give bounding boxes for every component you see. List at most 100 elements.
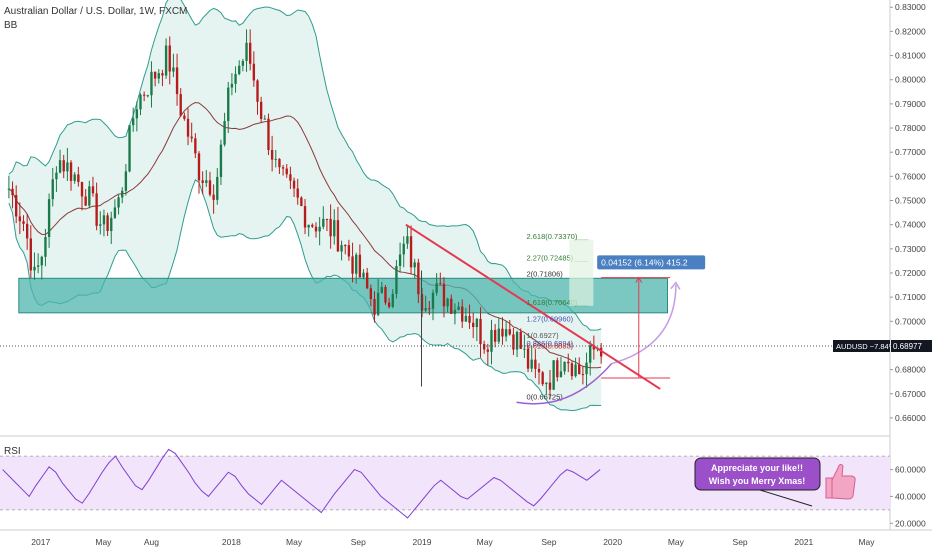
candle-body [157, 73, 160, 79]
candle-body [453, 309, 457, 314]
candle-body [387, 302, 391, 307]
candle-body [486, 349, 490, 352]
candle-body [128, 125, 131, 172]
candle-body [585, 362, 588, 375]
candle-body [446, 298, 449, 307]
time-tick-label: 2018 [222, 537, 241, 547]
rsi-label: RSI [4, 446, 21, 457]
projection-arrowhead [670, 281, 681, 290]
candle-body [362, 272, 365, 278]
candle-body [391, 293, 394, 307]
candle-body [373, 298, 376, 315]
candle-body [99, 224, 102, 226]
fib-label: 0.618(0.6883) [526, 342, 573, 351]
bollinger-upper [8, 0, 602, 331]
candle-body [274, 158, 277, 160]
candle-body [380, 287, 383, 293]
candle-body [417, 262, 420, 295]
candle-body [55, 172, 58, 180]
measure-text: 0.04152 (6.14%) 415.2 [601, 257, 688, 267]
candle-body [504, 329, 508, 337]
candle-body [395, 266, 398, 294]
candle-body [490, 329, 493, 352]
fib-label: 1.618(0.70640) [526, 298, 577, 307]
fib-label: 0.886(0.6894) [526, 339, 573, 348]
price-tag: AUDUSD −7.84%0.68977 [833, 340, 932, 353]
support-zone [18, 277, 669, 314]
candle-body [259, 101, 263, 119]
candle-body [493, 329, 497, 342]
candle-body [40, 256, 43, 266]
candle-body [153, 71, 157, 79]
candle-body [574, 364, 577, 377]
candle-body [497, 328, 500, 342]
candle-body [172, 67, 175, 72]
candle-body [479, 318, 482, 345]
candle-body [457, 306, 460, 310]
candle-body [351, 256, 354, 274]
candle-body [22, 221, 25, 224]
candle-body [464, 315, 468, 322]
candle-body [18, 216, 22, 222]
price-tick-label: 0.75000 [895, 196, 926, 206]
candle-body [285, 168, 288, 175]
candle-body [88, 186, 91, 206]
candle-body [69, 162, 73, 181]
candle-body [227, 87, 230, 122]
candle-body [234, 74, 237, 84]
candle-body [333, 220, 336, 237]
candle-body [102, 215, 106, 225]
candle-body [51, 179, 54, 200]
candle-body [435, 283, 438, 293]
price-tick-label: 0.78000 [895, 123, 926, 133]
fib-label: 0(0.66725) [526, 393, 563, 402]
candle-body [289, 174, 292, 181]
time-tick-label: Sep [733, 537, 748, 547]
candle-body [131, 118, 135, 126]
time-tick-label: 2021 [794, 537, 813, 547]
candle-body [80, 182, 84, 197]
thumbs-up-hand [831, 463, 856, 500]
candle-body [44, 236, 47, 257]
price-tick-label: 0.66000 [895, 413, 926, 423]
rsi-tick-label: 60.0000 [895, 465, 926, 475]
time-tick-label: Sep [541, 537, 556, 547]
candle-body [526, 348, 530, 369]
candle-body [146, 95, 149, 97]
candle-body [292, 180, 296, 189]
projection-curve [611, 285, 677, 365]
candle-body [47, 199, 51, 237]
indicator-label: BB [4, 20, 18, 31]
candle-body [25, 223, 29, 239]
candle-body [33, 266, 36, 271]
candle-body [121, 190, 124, 198]
candle-body [256, 80, 259, 102]
candle-body [541, 372, 544, 385]
candle-body [230, 83, 234, 88]
candle-body [472, 322, 475, 328]
candle-body [168, 45, 171, 72]
thumbs-up-icon [825, 463, 856, 500]
fib-label: 2.618(0.73370) [526, 232, 577, 241]
candle-body [344, 245, 347, 247]
candle-body [190, 136, 193, 139]
candle-body [530, 359, 533, 369]
measure-box [597, 255, 706, 270]
candle-body [263, 118, 266, 120]
note-bubble-bg [694, 457, 821, 491]
time-tick-label: Sep [351, 537, 366, 547]
candle-body [11, 188, 14, 196]
candle-body [384, 287, 387, 303]
price-tag-symbol-bg [833, 340, 890, 353]
candle-body [482, 344, 486, 350]
note-line-2: Wish you Merry Xmas! [709, 476, 805, 486]
candle-body [7, 188, 11, 190]
candle-body [512, 334, 515, 350]
candle-body [73, 174, 76, 181]
candle-body [355, 254, 358, 274]
candle-body [77, 174, 80, 183]
candle-body [461, 306, 464, 322]
candle-body [307, 224, 310, 228]
candle-body [578, 364, 581, 375]
